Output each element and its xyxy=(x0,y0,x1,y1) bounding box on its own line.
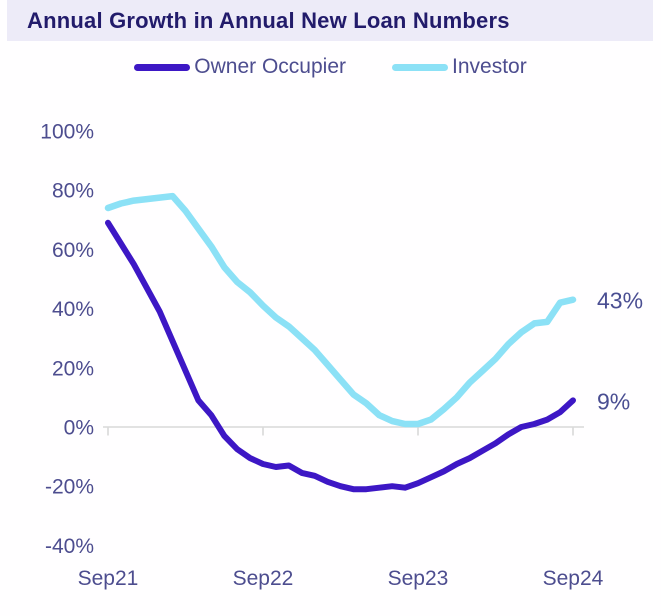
legend-item-investor: Investor xyxy=(392,55,527,79)
owner-occupier-end-value-label: 9% xyxy=(597,388,630,414)
investor-end-value-label: 43% xyxy=(597,288,643,314)
y-axis-tick-label: 20% xyxy=(52,357,94,380)
y-axis-tick-label: 60% xyxy=(52,239,94,262)
x-axis-tick-label: Sep21 xyxy=(78,567,139,590)
y-axis-tick-label: 80% xyxy=(52,180,94,203)
x-axis-tick-label: Sep22 xyxy=(233,567,294,590)
x-axis-tick-label: Sep23 xyxy=(388,567,449,590)
legend-label-investor: Investor xyxy=(452,55,527,78)
investor-line-swatch xyxy=(392,63,448,71)
y-axis-tick-label: 0% xyxy=(64,417,94,440)
investor-line xyxy=(104,192,577,428)
y-axis-tick-label: -20% xyxy=(45,476,94,499)
y-axis-tick-label: 40% xyxy=(52,298,94,321)
legend-item-owner-occupier: Owner Occupier xyxy=(134,55,346,79)
title-band: Annual Growth in Annual New Loan Numbers xyxy=(7,0,653,41)
y-axis-tick-label: 100% xyxy=(40,121,94,144)
x-axis-tick-label: Sep24 xyxy=(543,567,604,590)
owner-occupier-line-swatch xyxy=(134,63,191,71)
y-axis-tick-label: -40% xyxy=(45,535,94,558)
chart-title: Annual Growth in Annual New Loan Numbers xyxy=(27,7,510,33)
owner-occupier-line xyxy=(105,219,576,493)
chart-legend: Owner Occupier Investor xyxy=(0,52,661,82)
legend-label-owner-occupier: Owner Occupier xyxy=(194,55,346,78)
